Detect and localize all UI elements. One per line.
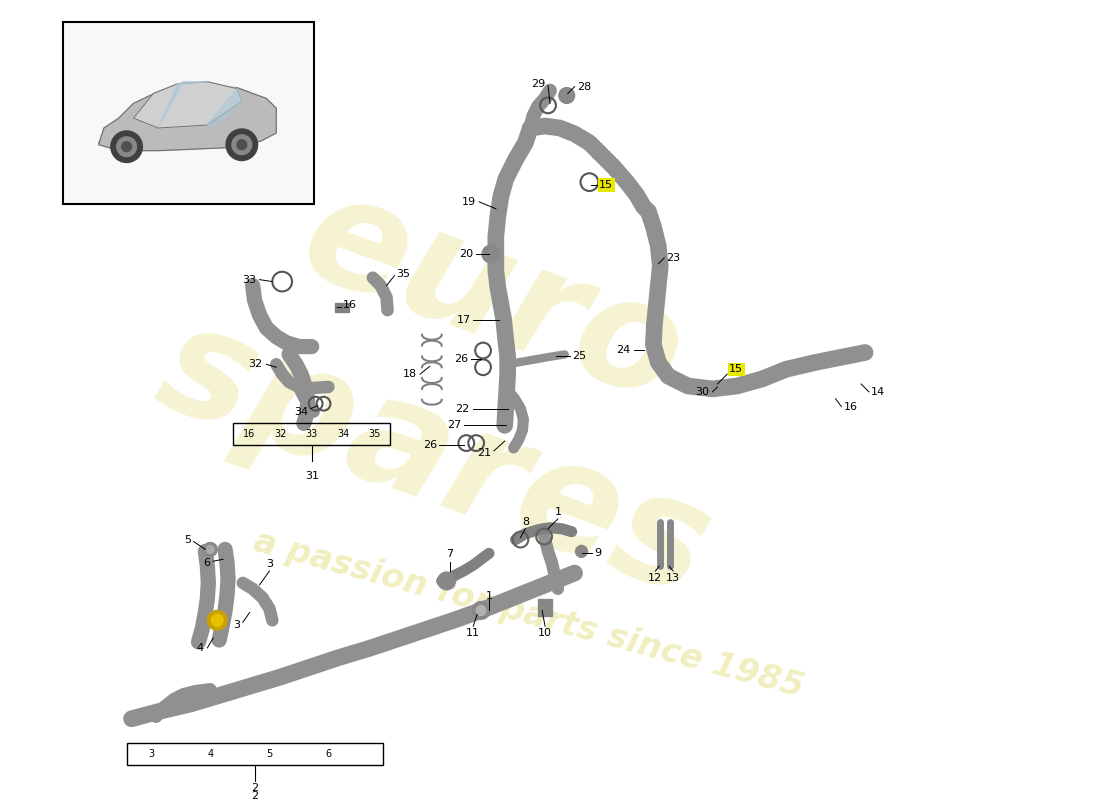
- Circle shape: [111, 131, 142, 162]
- Circle shape: [559, 88, 574, 103]
- Text: 26: 26: [454, 354, 469, 364]
- Text: 25: 25: [572, 351, 586, 362]
- Text: 29: 29: [531, 78, 546, 89]
- Polygon shape: [99, 86, 276, 150]
- Text: 33: 33: [306, 430, 318, 439]
- Text: 23: 23: [667, 253, 680, 263]
- Text: 8: 8: [521, 517, 529, 526]
- Text: 6: 6: [326, 750, 331, 759]
- Text: 1: 1: [485, 590, 493, 601]
- Polygon shape: [158, 82, 208, 128]
- Text: 16: 16: [844, 402, 857, 412]
- Text: 9: 9: [594, 548, 602, 558]
- Text: 28: 28: [578, 82, 592, 92]
- Text: 2: 2: [251, 782, 258, 793]
- Text: 35: 35: [396, 269, 410, 278]
- Circle shape: [482, 245, 499, 263]
- Text: 33: 33: [243, 274, 256, 285]
- Text: 14: 14: [871, 387, 886, 397]
- Text: 31: 31: [305, 470, 319, 481]
- Text: 7: 7: [446, 550, 453, 559]
- Bar: [538, 598, 552, 616]
- Text: 10: 10: [538, 628, 552, 638]
- Text: 30: 30: [695, 387, 710, 397]
- Text: 17: 17: [458, 315, 471, 325]
- Polygon shape: [208, 89, 242, 125]
- Circle shape: [472, 602, 490, 619]
- Circle shape: [476, 606, 486, 615]
- Circle shape: [236, 140, 246, 150]
- Text: 5: 5: [266, 750, 273, 759]
- Text: 15: 15: [600, 180, 613, 190]
- Circle shape: [207, 546, 215, 554]
- Text: 18: 18: [403, 369, 417, 379]
- Text: 12: 12: [648, 573, 662, 583]
- Circle shape: [208, 610, 227, 630]
- Text: 3: 3: [233, 620, 240, 630]
- Text: 22: 22: [455, 404, 470, 414]
- Polygon shape: [133, 82, 242, 128]
- Text: 3: 3: [148, 750, 154, 759]
- Text: 11: 11: [466, 628, 481, 638]
- Text: euro
spares: euro spares: [139, 129, 788, 627]
- Text: 13: 13: [667, 573, 680, 583]
- Text: 5: 5: [185, 534, 191, 545]
- Text: 4: 4: [207, 750, 213, 759]
- Text: 6: 6: [204, 558, 210, 568]
- Text: 16: 16: [243, 430, 255, 439]
- Circle shape: [232, 135, 252, 154]
- Text: 32: 32: [274, 430, 286, 439]
- Circle shape: [122, 142, 132, 152]
- Text: 27: 27: [447, 420, 461, 430]
- Bar: [63, 22, 314, 204]
- Text: 1: 1: [554, 507, 561, 517]
- Text: 35: 35: [368, 430, 381, 439]
- Text: a passion for parts since 1985: a passion for parts since 1985: [250, 525, 807, 704]
- Text: 15: 15: [729, 364, 744, 374]
- Text: 24: 24: [616, 345, 630, 354]
- Text: 19: 19: [462, 197, 476, 207]
- Bar: [336, 303, 349, 312]
- Text: 32: 32: [249, 359, 263, 370]
- Text: 34: 34: [337, 430, 350, 439]
- Text: 34: 34: [295, 406, 309, 417]
- Text: 21: 21: [476, 448, 491, 458]
- Circle shape: [117, 137, 136, 157]
- Circle shape: [575, 546, 587, 558]
- Bar: [126, 743, 383, 765]
- Circle shape: [211, 614, 223, 626]
- Circle shape: [438, 572, 455, 590]
- Text: 2: 2: [251, 790, 258, 800]
- Text: 26: 26: [422, 440, 437, 450]
- Text: 4: 4: [196, 643, 204, 653]
- Circle shape: [227, 129, 257, 161]
- Text: 3: 3: [266, 559, 273, 569]
- Text: 20: 20: [459, 249, 473, 259]
- Circle shape: [204, 542, 217, 556]
- Text: 16: 16: [343, 300, 358, 310]
- Bar: [233, 423, 390, 445]
